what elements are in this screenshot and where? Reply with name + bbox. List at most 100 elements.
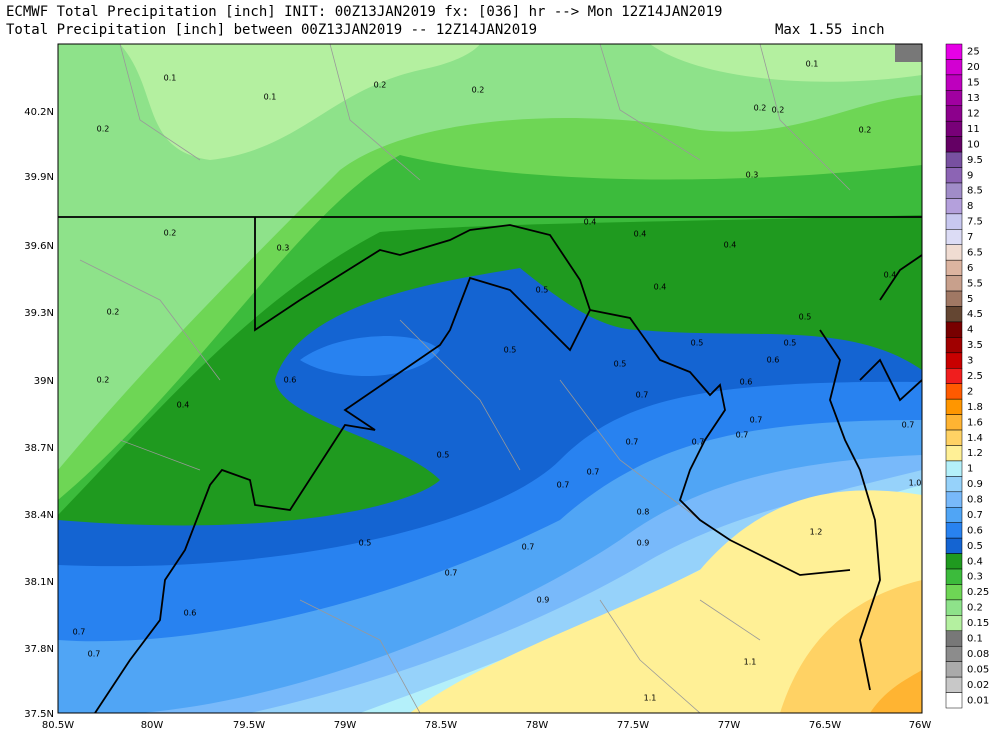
colorbar-label: 11 [967, 124, 980, 135]
contour-label: 0.4 [634, 230, 647, 239]
colorbar-swatch [945, 645, 963, 662]
colorbar-swatch [945, 229, 963, 245]
contour-label: 1.1 [644, 694, 657, 703]
colorbar-label: 1.2 [967, 448, 983, 459]
contour-label: 0.7 [636, 391, 649, 400]
contour-label: 0.7 [587, 468, 600, 477]
contour-label: 0.2 [374, 81, 387, 90]
colorbar-swatch [945, 491, 963, 508]
contour-label: 0.1 [264, 93, 277, 102]
contour-label: 0.4 [654, 283, 667, 292]
colorbar-label: 0.4 [967, 556, 983, 567]
colorbar-swatch [945, 59, 963, 76]
contour-label: 0.7 [736, 431, 749, 440]
colorbar-label: 12 [967, 108, 980, 119]
colorbar-swatch [945, 676, 963, 693]
colorbar-label: 0.01 [967, 695, 989, 706]
colorbar-swatch [945, 213, 963, 230]
colorbar-label: 7.5 [967, 217, 983, 228]
colorbar-swatch [945, 661, 963, 678]
contour-label: 0.7 [692, 438, 705, 447]
lon-label: 78.5W [425, 720, 457, 731]
contour-label: 0.9 [637, 539, 650, 548]
lat-label: 38.1N [24, 577, 54, 588]
lon-label: 76W [909, 720, 932, 731]
colorbar-label: 0.3 [967, 572, 983, 583]
colorbar-label: 1 [967, 464, 973, 475]
lat-label: 39.6N [24, 241, 54, 252]
contour-label: 0.6 [767, 356, 780, 365]
colorbar-label: 20 [967, 62, 980, 73]
title-line-1: ECMWF Total Precipitation [inch] INIT: 0… [6, 4, 722, 20]
colorbar-swatch [945, 321, 963, 338]
contour-label: 0.7 [88, 650, 101, 659]
lat-label: 40.2N [24, 107, 54, 118]
colorbar-swatch [945, 568, 963, 585]
colorbar-label: 2.5 [967, 371, 983, 382]
band [780, 580, 922, 713]
contour-label: 0.2 [97, 125, 110, 134]
band [895, 44, 922, 62]
contour-label: 0.2 [97, 376, 110, 385]
contour-label: 0.5 [359, 539, 372, 548]
colorbar-label: 25 [967, 47, 980, 58]
lat-label: 38.4N [24, 510, 54, 521]
band [870, 670, 922, 713]
contour-label: 0.5 [437, 451, 450, 460]
colorbar-label: 0.05 [967, 664, 989, 675]
contour-label: 0.7 [445, 569, 458, 578]
colorbar-swatch [945, 692, 963, 709]
colorbar-swatch [945, 90, 963, 107]
colorbar-swatch [945, 198, 963, 215]
colorbar-label: 0.7 [967, 510, 983, 521]
lon-label: 80.5W [42, 720, 74, 731]
colorbar-swatch [945, 615, 963, 632]
colorbar-label: 3 [967, 356, 973, 367]
colorbar-swatch [945, 244, 963, 261]
colorbar-label: 0.8 [967, 495, 983, 506]
contour-label: 0.2 [859, 126, 872, 135]
contour-label: 0.5 [504, 346, 517, 355]
contour-label: 0.2 [107, 308, 120, 317]
colorbar-label: 9 [967, 170, 973, 181]
contour-label: 0.4 [884, 271, 897, 280]
colorbar-swatch [945, 537, 963, 554]
colorbar-swatch [945, 136, 963, 153]
colorbar-swatch [945, 74, 963, 91]
lat-label: 39.3N [24, 308, 54, 319]
title-line-2: Total Precipitation [inch] between 00Z13… [6, 22, 537, 38]
colorbar-swatch [945, 476, 963, 493]
colorbar-swatch [945, 630, 963, 647]
colorbar-swatch [945, 522, 963, 539]
colorbar-label: 4.5 [967, 309, 983, 320]
colorbar-swatch [945, 120, 963, 137]
colorbar-label: 1.4 [967, 433, 983, 444]
colorbar-label: 1.8 [967, 402, 983, 413]
colorbar-swatch [945, 167, 963, 184]
contour-label: 0.2 [772, 106, 785, 115]
colorbar-swatch [945, 275, 963, 292]
colorbar-label: 3.5 [967, 340, 983, 351]
lon-label: 79W [334, 720, 357, 731]
contour-label: 0.1 [164, 74, 177, 83]
colorbar-swatch [945, 259, 963, 276]
contour-label: 0.7 [750, 416, 763, 425]
map-frame [57, 43, 923, 714]
contour-label: 0.7 [902, 421, 915, 430]
contour-label: 0.4 [584, 218, 597, 227]
colorbar-label: 0.9 [967, 479, 983, 490]
contour-label: 0.6 [740, 378, 753, 387]
colorbar-swatch [945, 352, 963, 369]
band [410, 490, 922, 713]
colorbar-swatch [945, 429, 963, 446]
contour-label: 0.9 [537, 596, 550, 605]
contour-label: 0.5 [784, 339, 797, 348]
colorbar-label: 7 [967, 232, 973, 243]
contour-label: 0.5 [691, 339, 704, 348]
lat-label: 38.7N [24, 443, 54, 454]
colorbar-swatch [945, 43, 963, 60]
lon-label: 77W [718, 720, 741, 731]
colorbar-label: 0.02 [967, 680, 989, 691]
colorbar-label: 15 [967, 78, 980, 89]
